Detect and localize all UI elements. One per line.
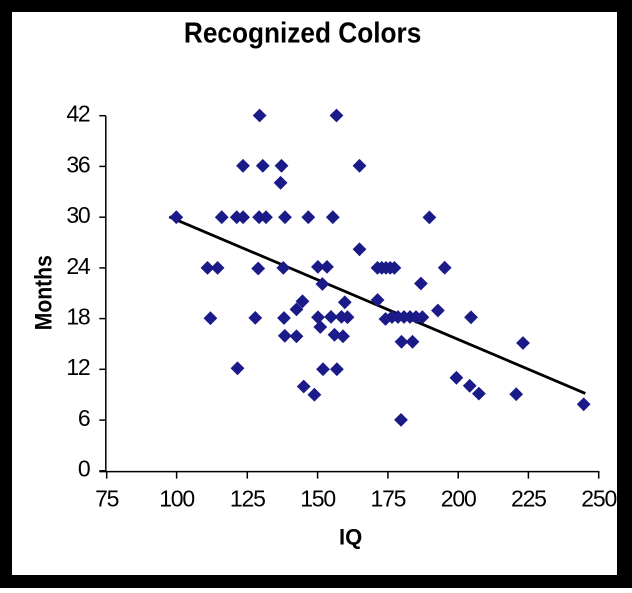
svg-text:175: 175 [371, 486, 406, 512]
svg-text:75: 75 [95, 486, 119, 512]
svg-text:Recognized Colors: Recognized Colors [184, 17, 421, 49]
svg-text:30: 30 [66, 202, 90, 228]
svg-text:IQ: IQ [339, 525, 362, 550]
svg-text:225: 225 [511, 486, 546, 512]
svg-text:125: 125 [230, 486, 265, 512]
svg-text:12: 12 [66, 354, 90, 380]
svg-text:0: 0 [78, 456, 90, 482]
svg-text:36: 36 [66, 151, 90, 177]
svg-text:250: 250 [581, 486, 616, 512]
svg-text:150: 150 [300, 486, 335, 512]
svg-text:200: 200 [441, 486, 476, 512]
svg-text:100: 100 [159, 486, 194, 512]
svg-text:18: 18 [66, 304, 90, 330]
svg-text:42: 42 [66, 101, 90, 127]
svg-text:24: 24 [66, 253, 91, 279]
svg-text:Months: Months [30, 255, 57, 330]
svg-text:6: 6 [78, 405, 90, 431]
